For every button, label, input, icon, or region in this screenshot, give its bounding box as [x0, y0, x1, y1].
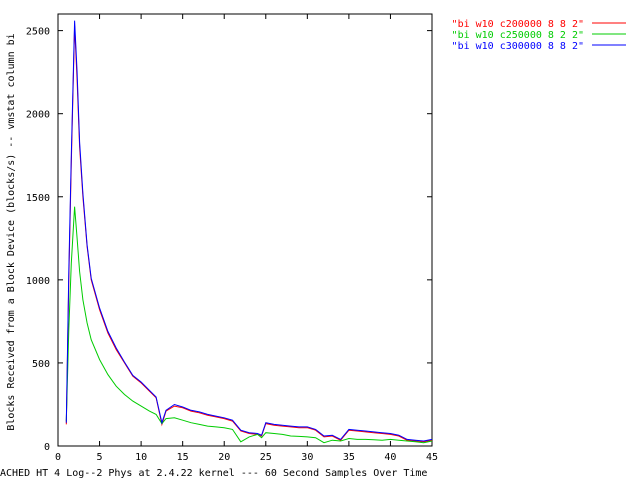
- x-tick-label: 25: [260, 452, 272, 463]
- series-line-3: [65, 20, 433, 442]
- y-tick-label: 0: [44, 442, 50, 453]
- legend-label-2: "bi w10 c250000 8 2 2": [452, 30, 584, 41]
- x-tick-label: 0: [55, 452, 61, 463]
- y-tick-label: 2000: [26, 110, 50, 121]
- plot-frame: [57, 13, 433, 447]
- series-line-2: [65, 206, 433, 444]
- y-tick-label: 1500: [26, 193, 50, 204]
- x-tick-label: 45: [426, 452, 438, 463]
- y-tick-label: 1000: [26, 276, 50, 287]
- legend: "bi w10 c200000 8 8 2""bi w10 c250000 8 …: [452, 19, 626, 52]
- axis-ticks: 0 5 10 15 20 25 30 35 40 45 0 500 1000 1500 2000 2500: [26, 14, 438, 463]
- x-tick-label: 10: [135, 452, 147, 463]
- x-axis-label: ACHED HT 4 Log--2 Phys at 2.4.22 kernel …: [0, 468, 427, 479]
- legend-label-3: "bi w10 c300000 8 8 2": [452, 41, 584, 52]
- y-tick-label: 500: [32, 359, 50, 370]
- x-tick-label: 5: [97, 452, 103, 463]
- x-tick-label: 30: [301, 452, 313, 463]
- y-axis-label: Blocks Received from a Block Device (blo…: [6, 33, 17, 430]
- x-tick-label: 20: [218, 452, 230, 463]
- x-tick-label: 15: [177, 452, 189, 463]
- x-tick-label: 40: [384, 452, 396, 463]
- series-line-1: [65, 25, 433, 443]
- series-group: [65, 20, 433, 444]
- legend-label-1: "bi w10 c200000 8 8 2": [452, 19, 584, 30]
- y-tick-label: 2500: [26, 27, 50, 38]
- x-tick-label: 35: [343, 452, 355, 463]
